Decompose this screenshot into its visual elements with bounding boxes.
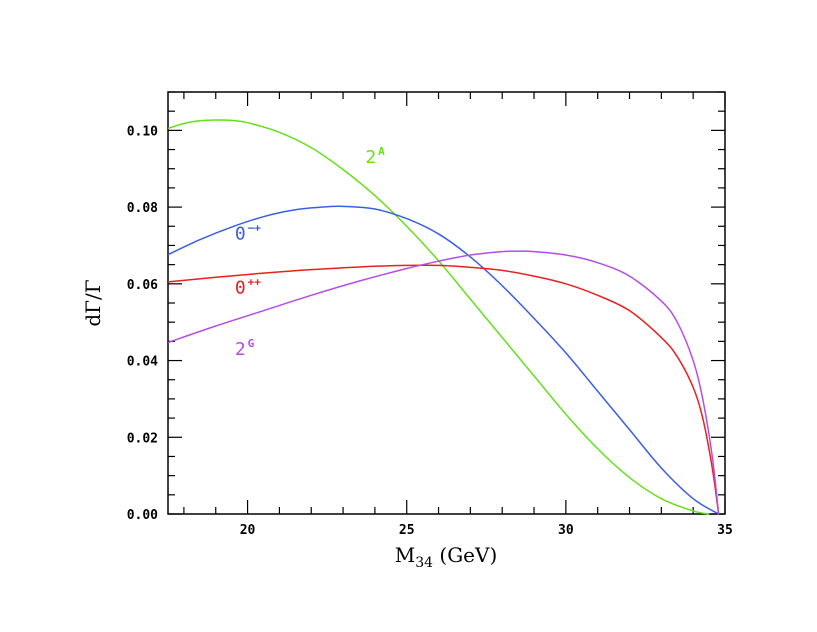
y-tick-label: 0.10 xyxy=(127,124,158,139)
y-tick-label: 0.08 xyxy=(127,201,158,216)
series-line-0 xyxy=(167,264,720,515)
x-tick-label: 20 xyxy=(240,523,256,538)
x-tick-label: 35 xyxy=(717,523,733,538)
axis-ticks xyxy=(168,91,726,515)
x-axis-label-main: M xyxy=(395,543,415,567)
series-lines xyxy=(167,119,720,515)
x-axis-label: M34 (GeV) xyxy=(395,543,498,571)
x-tick-label: 30 xyxy=(558,523,574,538)
series-label-0: 0 ++ xyxy=(235,275,261,298)
x-axis-label-subscript: 34 xyxy=(415,555,433,571)
y-tick-label: 0.02 xyxy=(127,431,158,446)
series-label-0: 0 −+ xyxy=(235,222,261,245)
plot-frame xyxy=(167,91,726,515)
y-tick-label: 0.06 xyxy=(127,278,158,293)
series-line-0 xyxy=(167,205,720,515)
series-line-2-a xyxy=(167,119,710,515)
series-line-2-g xyxy=(167,250,720,515)
y-tick-label: 0.04 xyxy=(127,355,158,370)
x-tick-label: 25 xyxy=(399,523,415,538)
axis-tick-labels: 20 25 30 35 0.00 0.02 0.04 0.06 0.08 0.10 xyxy=(127,124,733,538)
y-tick-label: 0.00 xyxy=(127,508,158,523)
series-labels: 2 A 0 −+ 0 ++ 2 G xyxy=(235,145,385,360)
y-axis-label: dΓ/Γ xyxy=(81,279,105,326)
x-axis-label-unit: (GeV) xyxy=(433,543,497,567)
